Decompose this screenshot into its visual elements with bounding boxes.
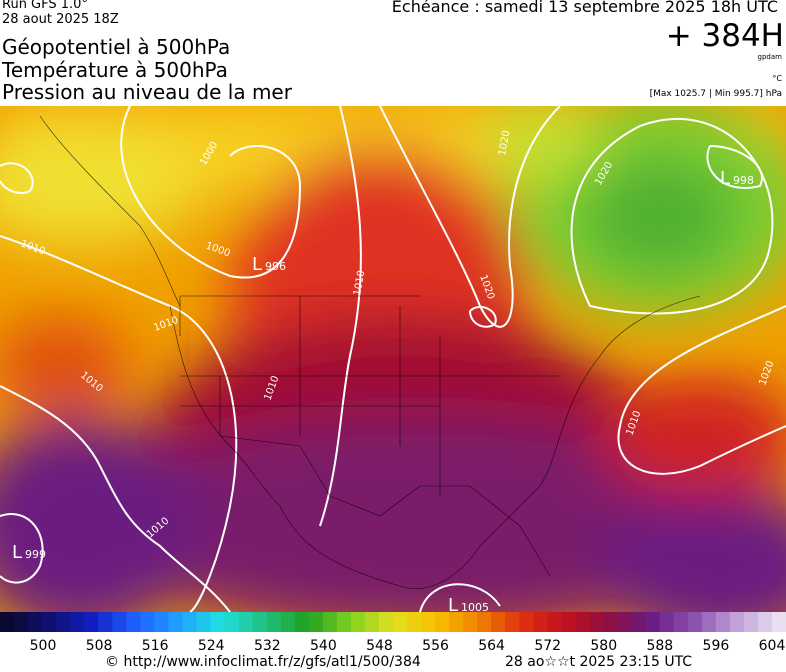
colorbar-label: 516 xyxy=(142,638,169,654)
colorbar-swatch xyxy=(350,612,366,632)
low-symbol: L xyxy=(12,542,22,563)
colorbar-swatch xyxy=(701,612,717,632)
colorbar-swatch xyxy=(98,612,113,632)
colorbar-swatch xyxy=(238,612,254,632)
colorbar-swatch xyxy=(126,612,141,632)
colorbar: 500 508 516 524 532 540 548 556 564 572 580 588 596 6… xyxy=(0,612,786,654)
colorbar-swatch xyxy=(575,612,590,632)
isobar-label: 1020 xyxy=(497,130,512,157)
colorbar-swatch xyxy=(140,612,155,632)
low-value: 1005 xyxy=(461,601,489,612)
colorbar-swatch xyxy=(28,612,43,632)
colorbar-swatch xyxy=(603,612,619,632)
colorbar-label: 548 xyxy=(366,638,393,654)
colorbar-swatch xyxy=(757,612,773,632)
colorbar-swatch xyxy=(631,612,647,632)
colorbar-swatch xyxy=(519,612,534,632)
colorbar-swatch xyxy=(407,612,422,632)
colorbar-swatch xyxy=(533,612,548,632)
colorbar-label: 500 xyxy=(30,638,57,654)
colorbar-swatch xyxy=(421,612,436,632)
colorbar-swatch xyxy=(0,612,15,632)
colorbar-swatch xyxy=(364,612,380,632)
title: Température à 500hPa xyxy=(2,58,228,82)
colorbar-label: 556 xyxy=(422,638,449,654)
colorbar-swatch xyxy=(280,612,296,632)
colorbar-swatch xyxy=(42,612,57,632)
colorbar-swatch xyxy=(435,612,450,632)
low-value: 998 xyxy=(733,174,754,187)
low-value: 996 xyxy=(265,260,286,273)
colorbar-swatch xyxy=(70,612,85,632)
low-value: 999 xyxy=(25,548,46,561)
low-symbol: L xyxy=(720,168,730,189)
colorbar-swatch xyxy=(308,612,324,632)
colorbar-swatch xyxy=(505,612,520,632)
unit-temp: °C xyxy=(772,74,782,83)
colorbar-swatch xyxy=(84,612,99,632)
timestamp: 28 ao☆☆t 2025 23:15 UTC xyxy=(505,654,693,670)
colorbar-swatch xyxy=(687,612,703,632)
colorbar-swatch xyxy=(210,612,226,632)
valid-time: Echéance : samedi 13 septembre 2025 18h … xyxy=(391,0,778,16)
colorbar-label: 524 xyxy=(198,638,225,654)
colorbar-swatch xyxy=(182,612,197,632)
colorbar-swatch xyxy=(224,612,240,632)
colorbar-swatch xyxy=(378,612,394,632)
colorbar-label: 532 xyxy=(254,638,281,654)
colorbar-swatch xyxy=(645,612,661,632)
colorbar-swatch xyxy=(168,612,183,632)
colorbar-swatch xyxy=(491,612,506,632)
colorbar-label: 596 xyxy=(703,638,730,654)
colorbar-label: 540 xyxy=(310,638,337,654)
colorbar-swatch xyxy=(14,612,29,632)
colorbar-swatch xyxy=(673,612,689,632)
colorbar-swatch xyxy=(154,612,169,632)
colorbar-swatch xyxy=(336,612,352,632)
title: Pression au niveau de la mer xyxy=(2,80,292,104)
isobar-label: 1010 xyxy=(352,270,367,297)
colorbar-swatch xyxy=(589,612,605,632)
colorbar-swatch xyxy=(477,612,492,632)
colorbar-swatch xyxy=(463,612,478,632)
title: Géopotentiel à 500hPa xyxy=(2,35,231,59)
colorbar-swatch xyxy=(659,612,675,632)
run: Run GFS 1.0° xyxy=(2,0,88,12)
colorbar-swatch xyxy=(743,612,759,632)
pressure-range: [Max 1025.7 | Min 995.7] hPa xyxy=(649,89,782,99)
colorbar-label: 604 xyxy=(759,638,786,654)
colorbar-label: 572 xyxy=(534,638,561,654)
colorbar-swatch xyxy=(112,612,127,632)
colorbar-swatch xyxy=(771,612,786,632)
colorbar-swatch xyxy=(449,612,464,632)
colorbar-label: 588 xyxy=(646,638,673,654)
colorbar-swatch xyxy=(617,612,633,632)
colorbar-swatch xyxy=(294,612,310,632)
colorbar-swatch xyxy=(266,612,282,632)
low-symbol: L xyxy=(448,595,458,612)
colorbar-swatch xyxy=(393,612,408,632)
colorbar-swatch xyxy=(322,612,338,632)
colorbar-label: 564 xyxy=(478,638,505,654)
colorbar-swatch xyxy=(561,612,576,632)
colorbar-swatch xyxy=(729,612,745,632)
colorbar-label: 580 xyxy=(590,638,617,654)
low-symbol: L xyxy=(252,254,262,275)
unit-geo: gpdam xyxy=(757,53,782,61)
run-date: 28 aout 2025 18Z xyxy=(2,12,119,27)
colorbar-swatch xyxy=(715,612,731,632)
source-url: © http://www.infoclimat.fr/z/gfs/atl1/50… xyxy=(105,654,421,670)
colorbar-label: 508 xyxy=(86,638,113,654)
colorbar-swatch xyxy=(252,612,268,632)
lead-time: + 384H xyxy=(665,18,784,54)
colorbar-swatch xyxy=(547,612,562,632)
colorbar-swatch xyxy=(56,612,71,632)
colorbar-swatch xyxy=(196,612,212,632)
